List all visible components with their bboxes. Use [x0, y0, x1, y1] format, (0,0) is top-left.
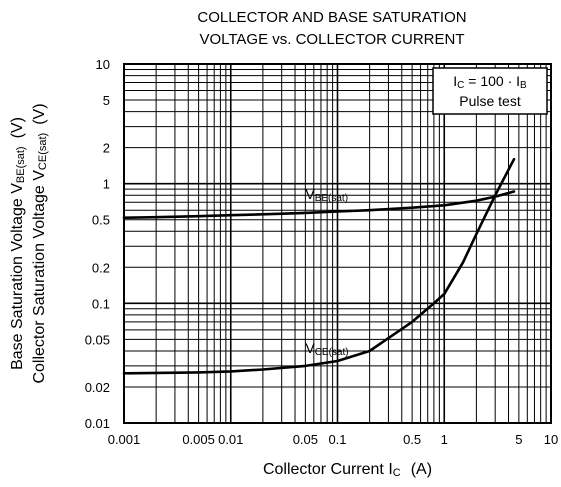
chart-title-line-1: COLLECTOR AND BASE SATURATION [197, 9, 466, 26]
x-tick-label: 0.001 [108, 432, 141, 447]
chart-title: COLLECTOR AND BASE SATURATION VOLTAGE vs… [197, 9, 466, 48]
chart-title-line-2: VOLTAGE vs. COLLECTOR CURRENT [199, 31, 464, 48]
x-tick-label: 0.5 [403, 432, 421, 447]
test-condition-box: IC = 100 · IB Pulse test [432, 67, 548, 115]
series-line-vce-sat [122, 157, 516, 375]
y-tick-label: 0.2 [92, 260, 110, 275]
y-tick-label: 0.01 [85, 416, 110, 431]
y-axis-title-base: Base Saturation Voltage VBE(sat)(V) [9, 117, 27, 370]
y-tick-label: 0.1 [92, 296, 110, 311]
y-tick-label: 0.02 [85, 380, 110, 395]
x-tick-label: 0.01 [218, 432, 243, 447]
grid-lines [123, 64, 551, 424]
x-tick-labels: 0.001 0.005 0.01 0.05 0.1 0.5 1 5 10 [108, 432, 559, 447]
series-line-vbe-sat [122, 190, 516, 219]
y-axis-title-collector: Collector Saturation Voltage VCE(sat)(V) [31, 103, 49, 383]
series-label-vbe-sat: VBE(sat) [305, 186, 348, 204]
y-tick-label: 1 [103, 177, 110, 192]
x-tick-label: 5 [515, 432, 522, 447]
y-tick-label: 10 [96, 57, 110, 72]
test-condition-pulse: Pulse test [459, 93, 521, 109]
y-tick-label: 5 [103, 93, 110, 108]
test-condition-frame [432, 67, 548, 115]
x-tick-label: 0.005 [182, 432, 215, 447]
y-tick-label: 0.5 [92, 213, 110, 228]
x-tick-label: 0.05 [293, 432, 318, 447]
plot-frame [123, 63, 552, 424]
x-tick-label: 0.1 [328, 432, 346, 447]
series-labels: VBE(sat) VCE(sat) [305, 186, 348, 358]
x-axis-title: Collector Current IC (A) [263, 461, 432, 479]
y-tick-label: 2 [103, 141, 110, 156]
x-tick-label: 1 [441, 432, 448, 447]
x-tick-label: 10 [544, 432, 558, 447]
y-tick-label: 0.05 [85, 332, 110, 347]
data-series [122, 157, 516, 375]
series-label-vce-sat: VCE(sat) [305, 340, 348, 358]
test-condition-ratio: IC = 100 · IB [453, 73, 527, 91]
y-tick-labels: 0.01 0.02 0.05 0.1 0.2 0.5 1 2 5 10 [85, 57, 110, 431]
